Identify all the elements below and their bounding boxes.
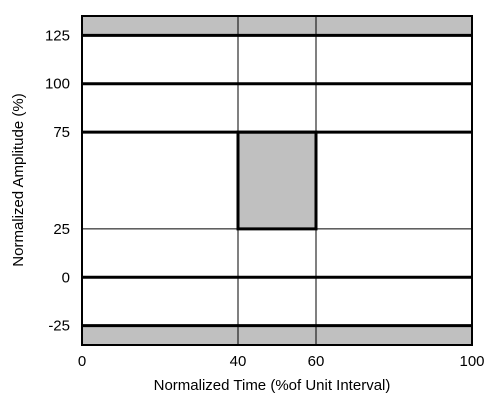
- y-tick-label: 75: [53, 124, 70, 141]
- center-mask: [238, 132, 316, 229]
- plot-frame: [81, 15, 473, 346]
- tick-labels: 125 100 75 25 0 -25 0 40 60 100: [45, 27, 485, 370]
- y-tick-label: 25: [53, 221, 70, 238]
- lower-mask: [82, 325, 472, 345]
- x-tick-label: 60: [308, 353, 325, 370]
- y-axis-title: Normalized Amplitude (%): [10, 93, 27, 266]
- y-tick-label: 125: [45, 27, 70, 44]
- center-mask-border: [236, 130, 318, 231]
- y-tick-label: 100: [45, 76, 70, 93]
- upper-mask: [82, 16, 472, 36]
- plot-area: [81, 15, 473, 346]
- x-tick-label: 100: [459, 353, 484, 370]
- x-axis-title: Normalized Time (%of Unit Interval): [154, 377, 391, 394]
- y-tick-label: 0: [62, 269, 70, 286]
- x-tick-label: 0: [78, 353, 86, 370]
- x-tick-label: 40: [230, 353, 247, 370]
- y-tick-label: -25: [48, 318, 70, 335]
